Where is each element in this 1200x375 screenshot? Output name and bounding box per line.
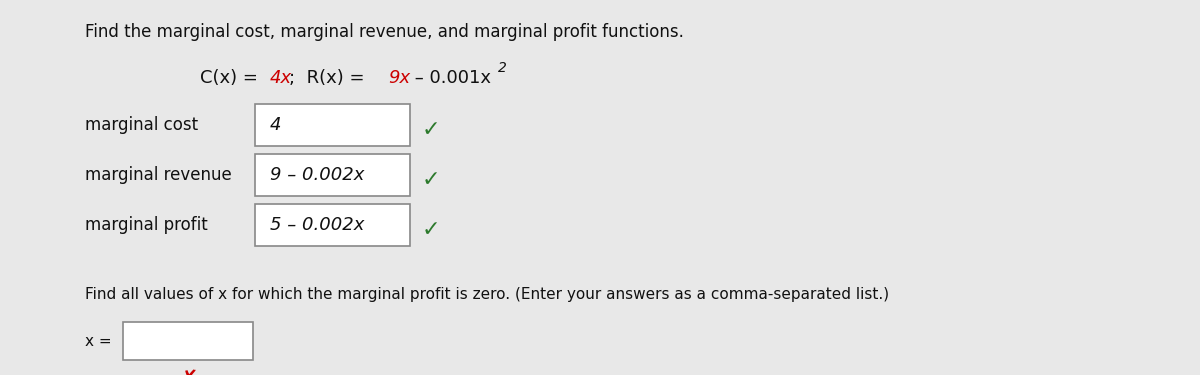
Text: ✗: ✗ — [178, 368, 198, 375]
Text: ✓: ✓ — [422, 220, 440, 240]
Text: marginal profit: marginal profit — [85, 216, 208, 234]
Text: Find the marginal cost, marginal revenue, and marginal profit functions.: Find the marginal cost, marginal revenue… — [85, 23, 684, 41]
Text: 2: 2 — [498, 61, 506, 75]
Text: Find all values of x for which the marginal profit is zero. (Enter your answers : Find all values of x for which the margi… — [85, 288, 889, 303]
Text: – 0.001x: – 0.001x — [408, 69, 491, 87]
Bar — [254, 104, 410, 146]
Text: marginal revenue: marginal revenue — [85, 166, 232, 184]
Text: ✓: ✓ — [422, 170, 440, 190]
Text: 4: 4 — [270, 116, 282, 134]
Text: C(x) =: C(x) = — [200, 69, 264, 87]
Text: 9x: 9x — [389, 69, 410, 87]
Bar — [124, 322, 253, 360]
Text: ✓: ✓ — [422, 120, 440, 140]
Text: ;  R(x) =: ; R(x) = — [289, 69, 371, 87]
Text: 9 – 0.002x: 9 – 0.002x — [270, 166, 365, 184]
Bar — [254, 204, 410, 246]
Text: 5 – 0.002x: 5 – 0.002x — [270, 216, 365, 234]
Text: marginal cost: marginal cost — [85, 116, 198, 134]
Text: 4x: 4x — [270, 69, 292, 87]
Bar — [254, 154, 410, 196]
Text: x =: x = — [85, 333, 112, 348]
